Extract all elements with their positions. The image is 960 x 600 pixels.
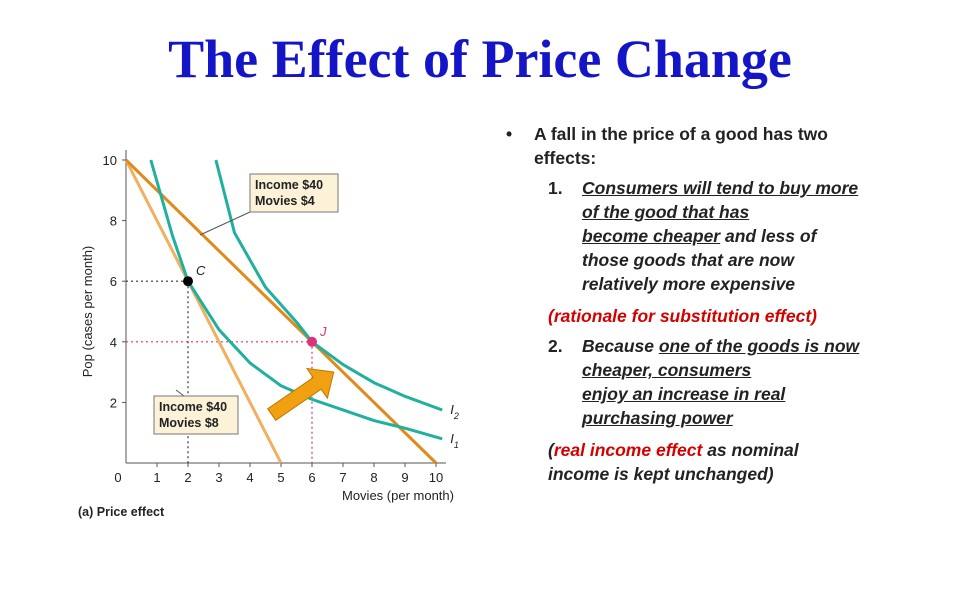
indifference-curve-1 bbox=[149, 159, 443, 441]
y-axis-label: Pop (cases per month) bbox=[80, 246, 95, 378]
x-tick-label: 9 bbox=[401, 470, 408, 485]
shift-arrow bbox=[267, 367, 335, 421]
x-tick-label: 1 bbox=[153, 470, 160, 485]
budget-label-box-2 bbox=[153, 395, 239, 435]
item-1-line-5: relatively more expensive bbox=[582, 274, 796, 294]
x-tick-label: 4 bbox=[246, 470, 253, 485]
note-open-paren: ( bbox=[548, 440, 554, 460]
effect-item-1: 1. Consumers will tend to buy more of th… bbox=[490, 176, 930, 296]
y-tick-label: 4 bbox=[110, 335, 117, 350]
x-tick-label: 8 bbox=[370, 470, 377, 485]
item-1-line-1: Consumers will tend to buy more bbox=[582, 178, 859, 198]
label-box-pointer-1 bbox=[199, 211, 251, 236]
x-tick-label: 6 bbox=[308, 470, 315, 485]
page-title: The Effect of Price Change bbox=[168, 29, 792, 89]
item-2-line-3: enjoy an increase in real bbox=[582, 384, 786, 404]
budget-label-text: Movies $4 bbox=[255, 194, 315, 208]
budget-label-text: Movies $8 bbox=[159, 416, 219, 430]
item-1-line-2: of the good that has bbox=[582, 202, 750, 222]
x-tick-label: 2 bbox=[184, 470, 191, 485]
income-effect-note: (real income effect as nominal income is… bbox=[490, 438, 930, 486]
x-tick-label: 0 bbox=[114, 470, 121, 485]
x-tick-label: 7 bbox=[339, 470, 346, 485]
item-2-line-1a: Because bbox=[582, 336, 659, 356]
budget-label-text: Income $40 bbox=[255, 178, 323, 192]
item-2-number: 2. bbox=[548, 336, 563, 356]
x-tick-label: 5 bbox=[277, 470, 284, 485]
budget-line-2 bbox=[124, 158, 438, 465]
bullet-point: • A fall in the price of a good has two … bbox=[490, 122, 930, 170]
indifference-curve-subscript-1: 1 bbox=[454, 440, 459, 450]
indifference-curve-subscript-2: 2 bbox=[453, 411, 459, 421]
chart-caption: (a) Price effect bbox=[78, 505, 165, 519]
point-j bbox=[307, 336, 317, 347]
item-1-line-3a: become cheaper bbox=[582, 226, 721, 246]
indifference-curve-label-2: I2 bbox=[450, 402, 459, 421]
item-1-number: 1. bbox=[548, 178, 563, 198]
point-c bbox=[183, 276, 193, 287]
effect-item-2: 2. Because one of the goods is now cheap… bbox=[490, 334, 930, 430]
item-2-line-2: cheaper, consumers bbox=[582, 360, 752, 380]
x-axis-label: Movies (per month) bbox=[342, 488, 454, 503]
item-2-line-4: purchasing power bbox=[582, 408, 733, 428]
indifference-curve-label-1: I1 bbox=[450, 431, 459, 450]
y-tick-label: 10 bbox=[103, 153, 117, 168]
y-tick-label: 6 bbox=[110, 274, 117, 289]
explanation-text: • A fall in the price of a good has two … bbox=[490, 122, 930, 486]
y-tick-label: 2 bbox=[110, 395, 117, 410]
label-box-pointer-2 bbox=[175, 389, 185, 397]
note-rest-1: as nominal bbox=[702, 440, 799, 460]
bullet-line-1: A fall in the price of a good has two bbox=[534, 124, 828, 144]
price-effect-chart: 0 1 2 3 4 5 6 7 8 9 10 2 4 6 8 10 Movies (per month) Pop … bbox=[78, 150, 459, 519]
note-rest-2: income is kept unchanged) bbox=[548, 464, 774, 484]
budget-line-1 bbox=[124, 159, 283, 464]
note-real-income-effect: real income effect bbox=[553, 440, 703, 460]
point-label-j: J bbox=[319, 324, 327, 339]
y-tick-label: 8 bbox=[110, 214, 117, 229]
x-tick-label: 3 bbox=[215, 470, 222, 485]
item-1-line-4: those goods that are now bbox=[582, 250, 794, 270]
budget-label-text: Income $40 bbox=[159, 400, 227, 414]
item-2-line-1b: one of the goods is now bbox=[658, 336, 860, 356]
item-1-line-3b: and less of bbox=[720, 226, 817, 246]
bullet-icon: • bbox=[506, 124, 513, 144]
point-label-c: C bbox=[196, 263, 206, 278]
bullet-line-2: effects: bbox=[534, 148, 597, 168]
budget-label-box-1 bbox=[249, 173, 339, 213]
substitution-effect-note: (rationale for substitution effect) bbox=[548, 306, 817, 326]
x-tick-label: 10 bbox=[429, 470, 443, 485]
